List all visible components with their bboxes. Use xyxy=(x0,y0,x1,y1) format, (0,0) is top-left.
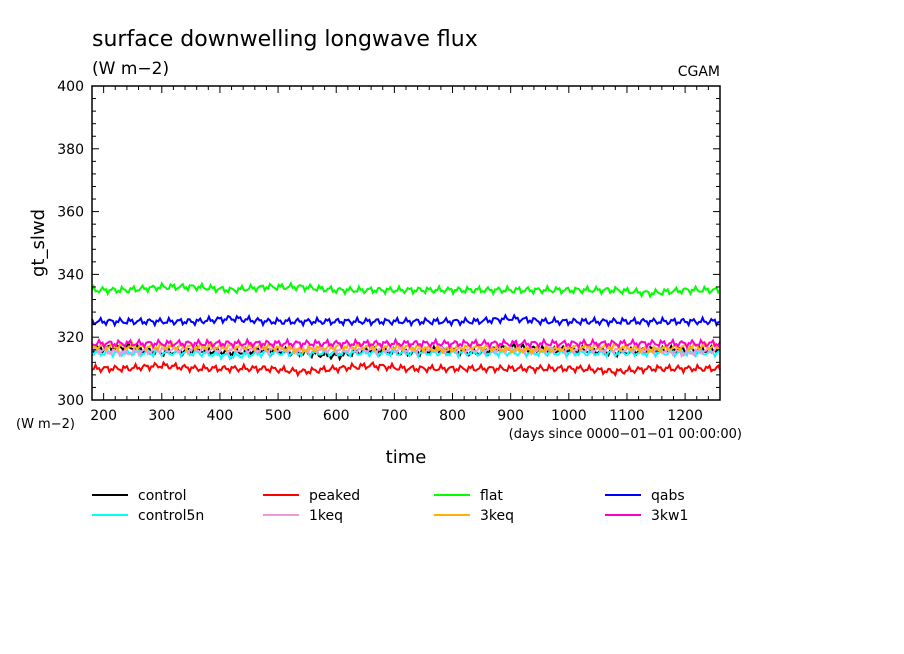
legend-label: 3keq xyxy=(480,508,514,524)
y-tick-label: 400 xyxy=(57,79,84,95)
x-tick-label: 200 xyxy=(90,408,117,424)
legend-item-flat: flat xyxy=(434,488,503,504)
legend-label: 3kw1 xyxy=(651,508,688,524)
legend-label: control xyxy=(138,488,187,504)
y-tick-label: 340 xyxy=(57,267,84,283)
y-tick-label: 380 xyxy=(57,142,84,158)
x-tick-label: 500 xyxy=(265,408,292,424)
chart-subtitle: (W m−2) xyxy=(92,59,169,79)
y-axis-units: (W m−2) xyxy=(16,417,75,432)
x-tick-label: 1100 xyxy=(609,408,645,424)
legend-item-control: control xyxy=(92,488,187,504)
legend-item-control5n: control5n xyxy=(92,508,204,524)
legend-item-peaked: peaked xyxy=(263,488,360,504)
legend-item-1keq: 1keq xyxy=(263,508,343,524)
x-tick-label: 600 xyxy=(323,408,350,424)
legend-label: qabs xyxy=(651,488,685,504)
series-line-1keq xyxy=(91,343,721,359)
y-tick-label: 320 xyxy=(57,330,84,346)
y-tick-label: 300 xyxy=(57,393,84,409)
x-tick-label: 900 xyxy=(497,408,524,424)
legend-item-qabs: qabs xyxy=(605,488,685,504)
x-tick-label: 1200 xyxy=(667,408,703,424)
series-line-3kw1 xyxy=(91,337,721,350)
series-lines xyxy=(91,280,721,378)
legend-item-3keq: 3keq xyxy=(434,508,514,524)
series-line-3keq xyxy=(91,340,721,357)
x-tick-label: 400 xyxy=(207,408,234,424)
y-tick-label: 360 xyxy=(57,205,84,221)
legend-label: 1keq xyxy=(309,508,343,524)
series-line-flat xyxy=(91,280,721,299)
x-tick-label: 800 xyxy=(439,408,466,424)
legend-item-3kw1: 3kw1 xyxy=(605,508,688,524)
x-axis: 200 300 400 500 600 700 800 900 1000 1100 1200 xyxy=(90,86,721,424)
legend-label: peaked xyxy=(309,488,360,504)
legend: control peaked flat qabs control5n 1keq 3keq 3k… xyxy=(92,488,688,524)
chart-title: surface downwelling longwave flux xyxy=(92,27,478,52)
legend-label: control5n xyxy=(138,508,204,524)
x-tick-label: 300 xyxy=(148,408,175,424)
series-line-peaked xyxy=(91,360,721,378)
y-axis: 300 320 340 360 380 400 xyxy=(57,79,720,409)
x-tick-label: 1000 xyxy=(551,408,587,424)
x-axis-label: time xyxy=(386,447,427,468)
x-tick-label: 700 xyxy=(381,408,408,424)
series-line-qabs xyxy=(91,313,721,328)
x-axis-units: (days since 0000−01−01 00:00:00) xyxy=(509,427,742,442)
legend-label: flat xyxy=(480,488,503,504)
y-axis-label: gt_slwd xyxy=(28,209,49,277)
source-label: CGAM xyxy=(678,64,720,80)
